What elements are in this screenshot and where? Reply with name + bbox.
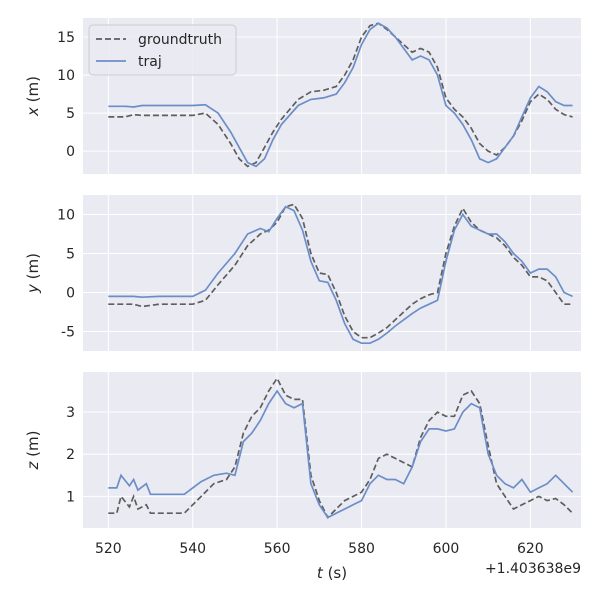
x-tick-label: 580 [348, 541, 375, 557]
y-tick-label: 2 [66, 447, 75, 463]
x-axis-offset-label: +1.403638e9 [485, 561, 581, 577]
y-tick-label: 0 [66, 286, 75, 302]
x-tick-label: 560 [264, 541, 291, 557]
series-line-traj [108, 205, 573, 345]
y-axis-label: z (m) [24, 431, 42, 471]
subplot-z: 1 2 3 z (m) 520 540 560 580 600 620 t (s) +1.403638… [24, 372, 581, 582]
legend-label-groundtruth: groundtruth [138, 32, 222, 48]
y-axis-label: y (m) [24, 253, 42, 294]
x-tick-label: 520 [95, 541, 122, 557]
y-tick-label: 5 [66, 106, 75, 122]
subplots: 0 5 10 15 x (m) groundtruth traj -5 0 5 10 y (m) 1 2 3… [24, 18, 581, 582]
x-axis-label: t (s) [317, 564, 347, 582]
y-tick-label: 5 [66, 247, 75, 263]
y-tick-label: 0 [66, 144, 75, 160]
x-tick-label: 540 [179, 541, 206, 557]
legend-label-traj: traj [138, 54, 162, 70]
subplot-x: 0 5 10 15 x (m) groundtruth traj [24, 18, 581, 174]
subplot-y: -5 0 5 10 y (m) [24, 195, 581, 351]
y-tick-label: 3 [66, 405, 75, 421]
y-tick-label: 15 [57, 30, 75, 46]
y-tick-label: 10 [57, 68, 75, 84]
plot-area [83, 372, 581, 528]
y-axis-label: x (m) [24, 76, 42, 117]
series-line-traj [108, 22, 573, 168]
x-tick-label: 620 [517, 541, 544, 557]
legend: groundtruth traj [88, 24, 237, 76]
x-tick-label: 600 [433, 541, 460, 557]
plot-area [83, 195, 581, 351]
y-tick-label: 1 [66, 489, 75, 505]
y-tick-label: 10 [57, 208, 75, 224]
series-line-groundtruth [108, 376, 574, 519]
legend-box [88, 24, 237, 76]
series-line-traj [108, 389, 574, 519]
y-tick-label: -5 [61, 325, 75, 341]
